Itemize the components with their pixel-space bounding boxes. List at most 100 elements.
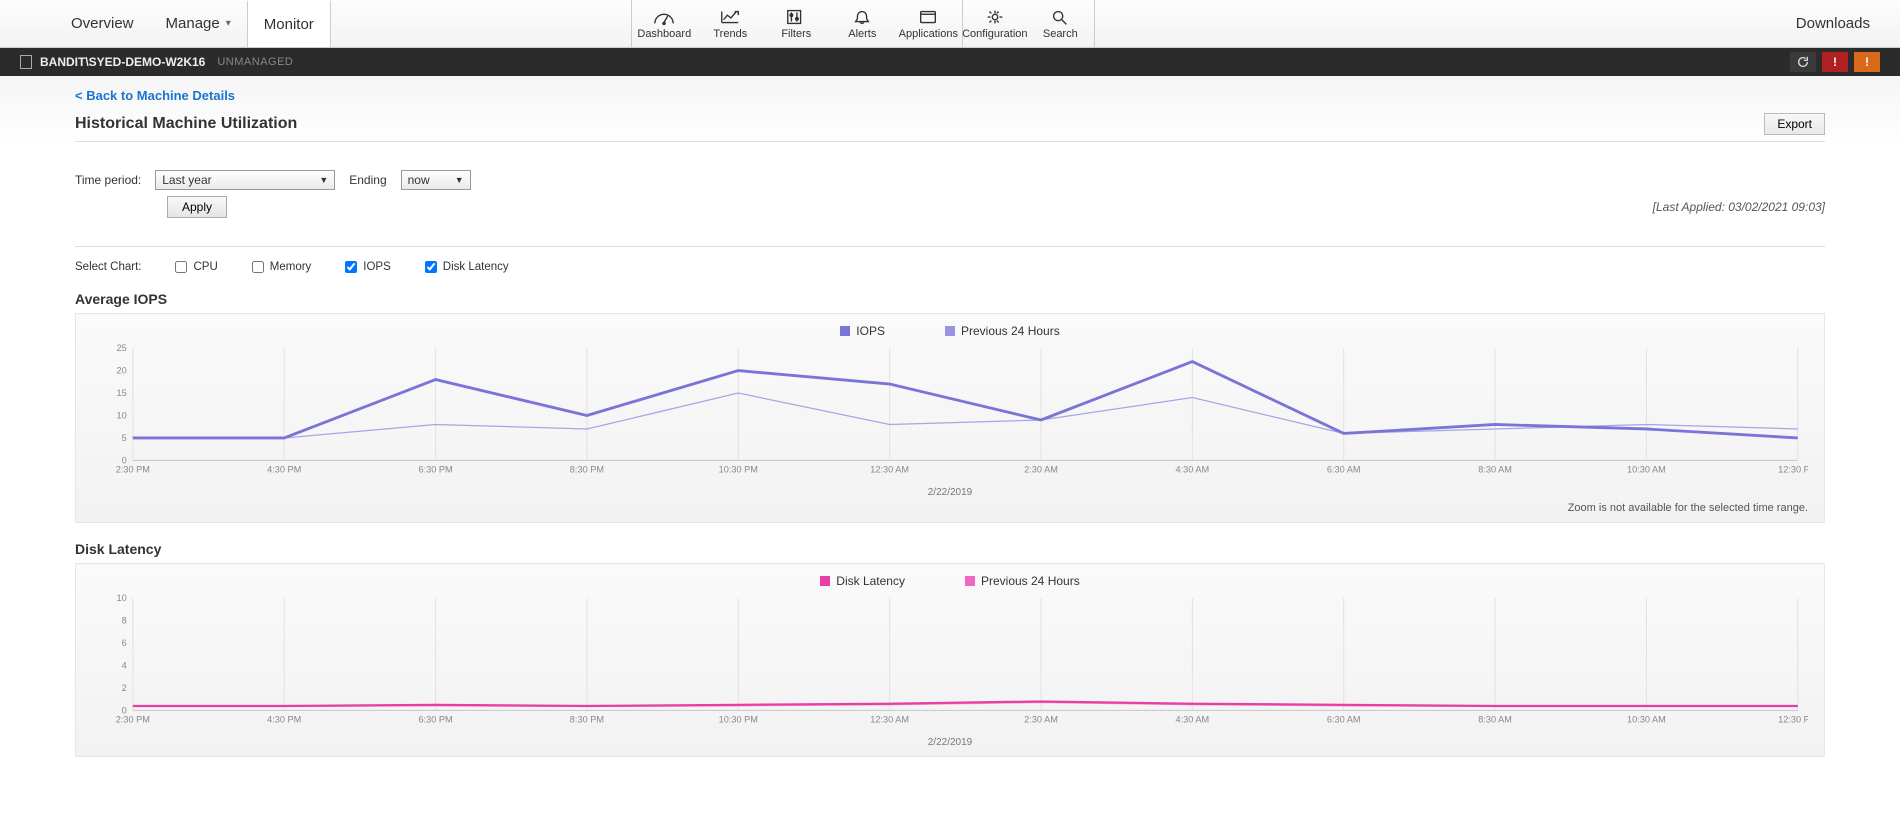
chk-memory[interactable]: Memory (252, 261, 312, 273)
legend-latency-prev: Previous 24 Hours (965, 574, 1080, 588)
svg-text:12:30 PM: 12:30 PM (1778, 465, 1808, 475)
page-body: < Back to Machine Details Historical Mac… (0, 76, 1900, 787)
svg-text:0: 0 (122, 456, 127, 466)
legend-iops-prev: Previous 24 Hours (945, 324, 1060, 338)
nav-alerts[interactable]: Alerts (830, 0, 896, 47)
ending-select[interactable]: now ▼ (401, 170, 471, 190)
chart-iops-box: IOPS Previous 24 Hours 2:30 PM4:30 PM6:3… (75, 313, 1825, 523)
chk-disk-latency-input[interactable] (425, 261, 437, 273)
chk-cpu[interactable]: CPU (175, 261, 217, 273)
dropdown-icon: ▼ (455, 175, 464, 185)
legend-iops-prev-swatch (945, 326, 955, 336)
tab-monitor[interactable]: Monitor (247, 0, 331, 47)
legend-iops: IOPS (840, 324, 885, 338)
legend-iops-swatch (840, 326, 850, 336)
alerts-icon (851, 8, 873, 26)
svg-text:10:30 AM: 10:30 AM (1627, 715, 1666, 725)
chart-latency-date: 2/22/2019 (92, 737, 1808, 748)
svg-text:10:30 AM: 10:30 AM (1627, 465, 1666, 475)
applications-icon (917, 8, 939, 26)
svg-text:12:30 PM: 12:30 PM (1778, 715, 1808, 725)
svg-text:2:30 AM: 2:30 AM (1024, 715, 1058, 725)
filters-icon (785, 8, 807, 26)
nav-trends[interactable]: Trends (698, 0, 764, 47)
time-period-select[interactable]: Last year ▼ (155, 170, 335, 190)
svg-text:8:30 PM: 8:30 PM (570, 715, 604, 725)
svg-text:10: 10 (116, 411, 126, 421)
chart-iops-title: Average IOPS (75, 291, 1825, 307)
context-actions: ! ! (1790, 52, 1880, 72)
svg-text:20: 20 (116, 366, 126, 376)
legend-latency-label: Disk Latency (836, 574, 905, 588)
back-link[interactable]: < Back to Machine Details (75, 88, 235, 103)
legend-latency-prev-swatch (965, 576, 975, 586)
divider (75, 246, 1825, 247)
machine-status: UNMANAGED (217, 56, 293, 68)
svg-text:8: 8 (122, 616, 127, 626)
svg-text:2:30 AM: 2:30 AM (1024, 465, 1058, 475)
chk-iops-input[interactable] (345, 261, 357, 273)
page-title: Historical Machine Utilization (75, 115, 297, 133)
nav-alerts-label: Alerts (848, 28, 876, 40)
alert-critical-button[interactable]: ! (1822, 52, 1848, 72)
svg-text:25: 25 (116, 344, 126, 353)
tab-manage-label: Manage (166, 15, 220, 32)
nav-dashboard[interactable]: Dashboard (632, 0, 698, 47)
legend-iops-prev-label: Previous 24 Hours (961, 324, 1060, 338)
dropdown-icon: ▼ (319, 175, 328, 185)
svg-text:6:30 PM: 6:30 PM (418, 715, 452, 725)
chart-iops-legend: IOPS Previous 24 Hours (92, 324, 1808, 338)
person-exclaim-icon: ! (1865, 55, 1869, 69)
svg-text:6: 6 (122, 638, 127, 648)
exclamation-icon: ! (1833, 55, 1837, 69)
chk-cpu-input[interactable] (175, 261, 187, 273)
chk-cpu-label: CPU (193, 261, 217, 273)
refresh-icon (1796, 55, 1810, 69)
svg-text:4:30 PM: 4:30 PM (267, 465, 301, 475)
select-chart-label: Select Chart: (75, 261, 141, 273)
svg-text:6:30 AM: 6:30 AM (1327, 715, 1361, 725)
time-period-value: Last year (162, 173, 211, 187)
refresh-button[interactable] (1790, 52, 1816, 72)
svg-text:8:30 AM: 8:30 AM (1478, 465, 1512, 475)
time-period-label: Time period: (75, 173, 141, 187)
svg-text:6:30 PM: 6:30 PM (418, 465, 452, 475)
chart-iops-svg: 2:30 PM4:30 PM6:30 PM8:30 PM10:30 PM12:3… (92, 344, 1808, 485)
svg-text:2:30 PM: 2:30 PM (116, 715, 150, 725)
export-button[interactable]: Export (1764, 113, 1825, 135)
context-bar: BANDIT\SYED-DEMO-W2K16 UNMANAGED ! ! (0, 48, 1900, 76)
legend-iops-label: IOPS (856, 324, 885, 338)
machine-name: BANDIT\SYED-DEMO-W2K16 (40, 55, 205, 69)
chk-disk-latency[interactable]: Disk Latency (425, 261, 509, 273)
chk-iops[interactable]: IOPS (345, 261, 390, 273)
tab-overview[interactable]: Overview (55, 0, 150, 47)
tab-manage[interactable]: Manage ▾ (150, 0, 247, 47)
nav-tabs-left: Overview Manage ▾ Monitor (0, 0, 331, 47)
nav-dashboard-label: Dashboard (637, 28, 691, 40)
chk-disk-latency-label: Disk Latency (443, 261, 509, 273)
nav-applications-label: Applications (899, 28, 958, 40)
ending-label: Ending (349, 173, 386, 187)
dashboard-icon (653, 8, 675, 26)
nav-trends-label: Trends (713, 28, 747, 40)
svg-text:5: 5 (122, 433, 127, 443)
nav-configuration-label: Configuration (962, 28, 1027, 40)
select-chart-row: Select Chart: CPU Memory IOPS Disk Laten… (75, 261, 1825, 273)
svg-text:6:30 AM: 6:30 AM (1327, 465, 1361, 475)
apply-button[interactable]: Apply (167, 196, 227, 218)
downloads-link[interactable]: Downloads (1796, 0, 1900, 47)
nav-search[interactable]: Search (1028, 0, 1094, 47)
configuration-icon (984, 8, 1006, 26)
nav-applications[interactable]: Applications (896, 0, 962, 47)
nav-filters[interactable]: Filters (764, 0, 830, 47)
chart-iops-zoom-note: Zoom is not available for the selected t… (92, 502, 1808, 514)
svg-text:12:30 AM: 12:30 AM (870, 715, 909, 725)
chart-latency-legend: Disk Latency Previous 24 Hours (92, 574, 1808, 588)
nav-configuration[interactable]: Configuration (962, 0, 1028, 47)
chk-memory-input[interactable] (252, 261, 264, 273)
time-controls: Time period: Last year ▼ Ending now ▼ (75, 170, 1825, 190)
nav-search-label: Search (1043, 28, 1078, 40)
svg-text:4:30 AM: 4:30 AM (1175, 465, 1209, 475)
alert-warning-button[interactable]: ! (1854, 52, 1880, 72)
last-applied-text: [Last Applied: 03/02/2021 09:03] (1653, 200, 1825, 214)
